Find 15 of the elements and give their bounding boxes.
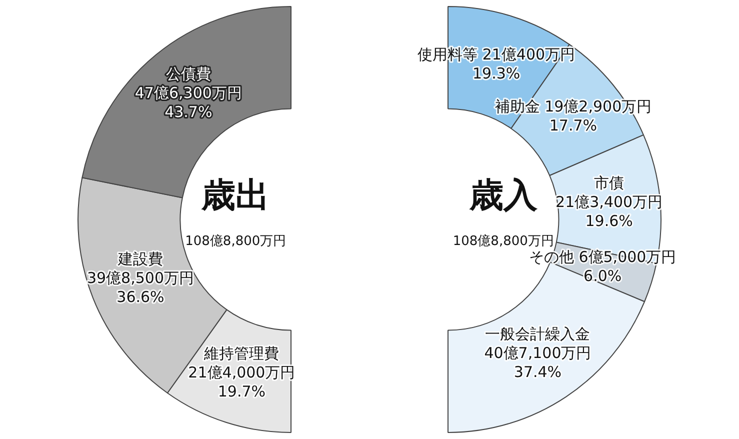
text: 108億8,800万円 [452,234,554,249]
data-label: 43.7% [164,103,212,122]
data-label: 19.3% [472,64,520,82]
text: 歳入 [468,175,538,216]
text: 108億8,800万円 [185,234,286,249]
text: 歳出 [200,175,270,216]
slice-label: 建設費 39億8,500万円 [86,250,194,287]
data-label: 19.6% [585,212,633,230]
data-label: 19.7% [218,382,266,401]
data-label: 6.0% [584,266,622,285]
data-label: 36.6% [116,288,164,306]
data-label: 37.4% [514,363,562,382]
data-label: 17.7% [549,116,598,134]
slice-label: 公債費 47億6,300万円 [134,65,242,102]
slice-label: 一般会計繰入金 40億7,100万円 [484,325,592,362]
